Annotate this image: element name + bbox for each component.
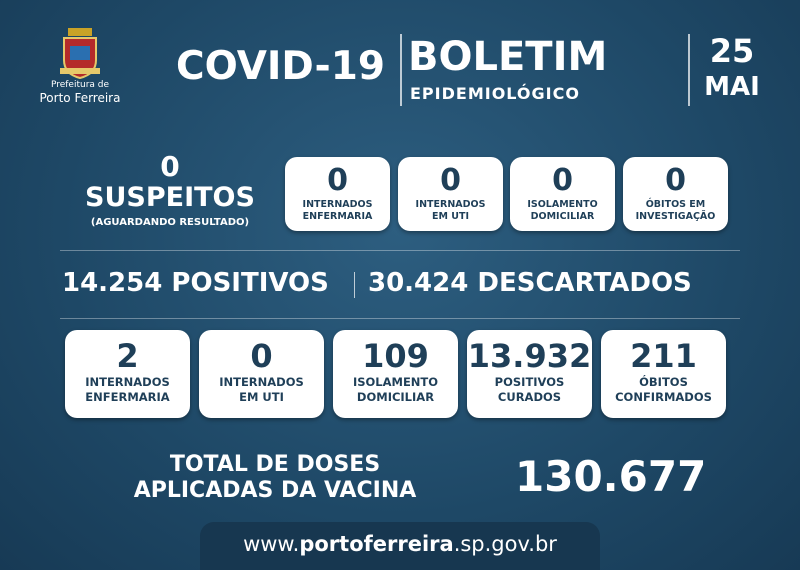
day: 25 (709, 32, 755, 70)
url-prefix: www. (243, 532, 300, 556)
stat-box: 211 ÓBITOS CONFIRMADOS (601, 330, 726, 418)
stat-box: 13.932 POSITIVOS CURADOS (467, 330, 592, 418)
stat-box: 0 INTERNADOS ENFERMARIA (285, 157, 390, 231)
suspects-value: 0 (160, 150, 180, 183)
stat-label: ENFERMARIA (85, 389, 170, 404)
stat-value: 211 (630, 337, 697, 376)
footer-url: www.portoferreira.sp.gov.br (200, 522, 600, 570)
stat-label: INTERNADOS (302, 198, 373, 210)
suspects-note: (AGUARDANDO RESULTADO) (90, 217, 250, 228)
vaccine-value: 130.677 (515, 452, 707, 501)
stat-value: 0 (250, 337, 273, 376)
divider (688, 34, 690, 106)
discarded-label: DESCARTADOS (477, 268, 692, 298)
divider (354, 272, 355, 298)
stat-box: 0 INTERNADOS EM UTI (199, 330, 324, 418)
positives: 14.254 POSITIVOS (62, 268, 329, 298)
stat-box: 109 ISOLAMENTO DOMICILIAR (333, 330, 458, 418)
stat-label: CURADOS (497, 389, 562, 404)
positives-value: 14.254 (62, 268, 163, 298)
stat-label: CONFIRMADOS (615, 389, 712, 404)
discarded: 30.424 DESCARTADOS (368, 268, 692, 298)
vaccine-label-1: TOTAL DE DOSES (169, 452, 381, 477)
stat-value: 2 (116, 337, 139, 376)
logo-caption-1: Prefeitura de (50, 80, 110, 90)
stat-label: DOMICILIAR (530, 210, 595, 222)
stat-box: 0 ÓBITOS EM INVESTIGAÇÃO (623, 157, 728, 231)
stat-box: 0 ISOLAMENTO DOMICILIAR (510, 157, 615, 231)
divider (400, 34, 402, 106)
separator (60, 250, 740, 251)
stat-box: 0 INTERNADOS EM UTI (398, 157, 503, 231)
stat-label: ÓBITOS (639, 375, 688, 390)
stat-label: INTERNADOS (415, 198, 486, 210)
bulletin-title: BOLETIM (408, 34, 608, 80)
bulletin-subtitle: EPIDEMIOLÓGICO (410, 84, 580, 103)
title: COVID-19 (176, 44, 385, 89)
suspects-label: SUSPEITOS (85, 182, 255, 213)
stat-box: 2 INTERNADOS ENFERMARIA (65, 330, 190, 418)
stat-value: 109 (362, 337, 429, 376)
stat-label: ENFERMARIA (302, 210, 373, 222)
stat-label: ISOLAMENTO (527, 198, 598, 210)
stat-value: 0 (440, 162, 461, 198)
stat-label: INTERNADOS (85, 375, 170, 390)
month: MAI (704, 72, 760, 102)
stat-value: 0 (327, 162, 348, 198)
stat-label: EM UTI (432, 210, 469, 222)
vaccine-label: TOTAL DE DOSES APLICADAS DA VACINA (100, 452, 450, 504)
stat-label: ISOLAMENTO (352, 375, 439, 390)
stat-label: INVESTIGAÇÃO (635, 210, 716, 222)
stat-label: POSITIVOS (494, 375, 565, 390)
stat-value: 13.932 (467, 337, 592, 376)
stat-label: ÓBITOS EM (645, 198, 706, 210)
url-domain: portoferreira (299, 532, 454, 556)
logo-caption-2: Porto Ferreira (39, 91, 121, 105)
stat-label: INTERNADOS (219, 375, 304, 390)
positives-label: POSITIVOS (171, 268, 329, 298)
discarded-value: 30.424 (368, 268, 469, 298)
url-suffix: .sp.gov.br (453, 532, 557, 556)
stat-value: 0 (665, 162, 686, 198)
separator (60, 318, 740, 319)
stat-label: EM UTI (239, 389, 284, 404)
vaccine-label-2: APLICADAS DA VACINA (133, 478, 417, 503)
stat-label: DOMICILIAR (356, 389, 435, 404)
coat-of-arms (60, 28, 100, 80)
stat-value: 0 (552, 162, 573, 198)
